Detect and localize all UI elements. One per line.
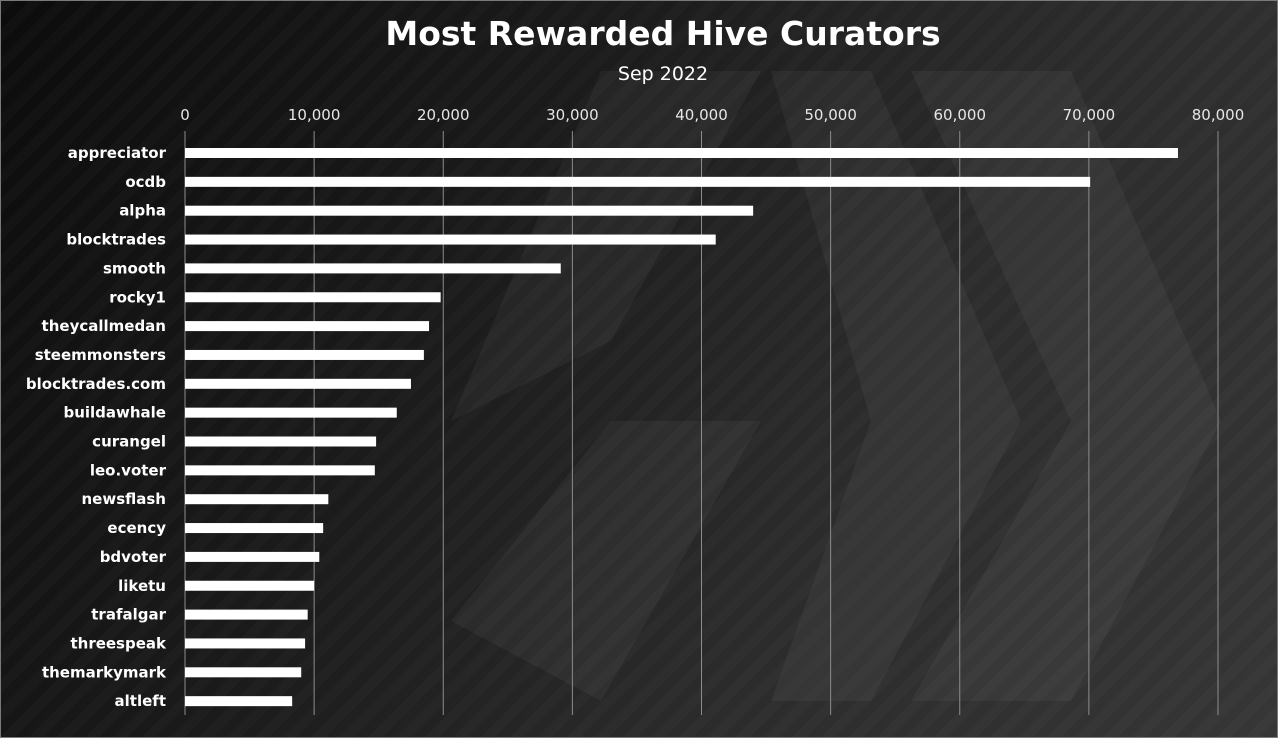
bar-smooth	[185, 263, 561, 274]
x-tick-label: 60,000	[934, 106, 987, 124]
bar-newsflash	[185, 494, 329, 505]
x-tick-label: 50,000	[804, 106, 857, 124]
bar-ecency	[185, 523, 324, 534]
x-tick-label: 80,000	[1192, 106, 1245, 124]
bar-threespeak	[185, 638, 306, 649]
category-label: altleft	[115, 692, 166, 710]
hive-logo-watermark	[451, 71, 1221, 701]
category-label: smooth	[103, 259, 166, 277]
x-tick-label: 20,000	[417, 106, 470, 124]
x-tick-label: 0	[180, 106, 190, 124]
bar-ocdb	[185, 176, 1091, 187]
category-labels: appreciator ocdb alpha blocktrades smooth roc…	[26, 144, 167, 710]
bar-leo-voter	[185, 465, 375, 476]
x-tick-label: 30,000	[546, 106, 599, 124]
bar-alpha	[185, 205, 754, 216]
bar-buildawhale	[185, 407, 397, 418]
gridlines	[184, 131, 1219, 715]
category-label: bdvoter	[100, 548, 167, 566]
category-label: liketu	[118, 577, 166, 595]
x-tick-label: 10,000	[288, 106, 341, 124]
category-label: threespeak	[70, 634, 167, 652]
category-label: rocky1	[109, 288, 166, 306]
bar-blocktrades	[185, 234, 716, 245]
bar-blocktrades-com	[185, 378, 411, 389]
bar-bdvoter	[185, 551, 320, 562]
category-label: appreciator	[68, 144, 167, 162]
category-label: blocktrades.com	[26, 375, 166, 393]
category-label: leo.voter	[90, 461, 167, 479]
bar-theycallmedan	[185, 321, 430, 332]
bar-liketu	[185, 580, 315, 591]
category-label: ocdb	[125, 173, 166, 191]
bar-altleft	[185, 696, 293, 707]
category-label: themarkymark	[42, 663, 167, 681]
bar-themarkymark	[185, 667, 302, 678]
chart-subtitle: Sep 2022	[618, 63, 708, 85]
category-label: buildawhale	[63, 404, 166, 422]
x-tick-label: 40,000	[675, 106, 728, 124]
category-label: trafalgar	[91, 606, 166, 624]
bar-steemmonsters	[185, 349, 424, 360]
x-axis-ticks: 0 10,000 20,000 30,000 40,000 50,000 60,000 70,…	[180, 106, 1244, 124]
category-label: ecency	[107, 519, 166, 537]
bar-appreciator	[185, 148, 1178, 158]
bar-trafalgar	[185, 609, 308, 620]
category-label: alpha	[119, 202, 166, 220]
bars	[185, 148, 1178, 707]
category-label: blocktrades	[66, 231, 166, 249]
bar-curangel	[185, 436, 377, 447]
category-label: curangel	[92, 433, 166, 451]
x-tick-label: 70,000	[1063, 106, 1116, 124]
chart-title: Most Rewarded Hive Curators	[385, 14, 940, 53]
category-label: theycallmedan	[42, 317, 166, 335]
category-label: newsflash	[82, 490, 167, 508]
bar-rocky1	[185, 292, 441, 303]
category-label: steemmonsters	[35, 346, 166, 364]
